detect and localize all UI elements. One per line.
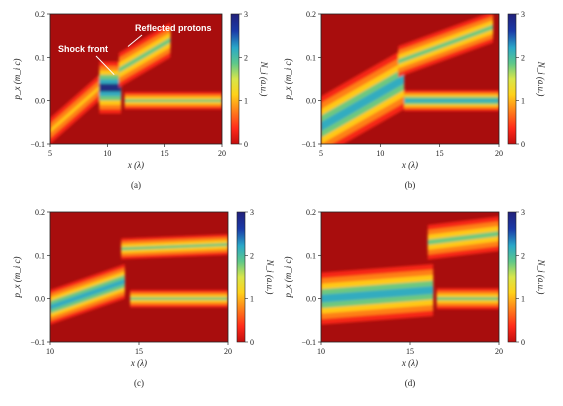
- feature-downstream-level-4: [321, 286, 434, 303]
- y-axis-label: p_x (m_i c): [283, 59, 293, 101]
- y-tick-label: −0.1: [30, 140, 45, 149]
- annotation-reflected-protons: Reflected protons: [135, 23, 212, 33]
- x-tick-label: 10: [376, 149, 384, 158]
- colorbar-tick-label: 2: [250, 251, 254, 260]
- y-tick-label: −0.1: [30, 338, 45, 347]
- feature-downstream-wedge-level-4: [321, 74, 405, 132]
- colorbar-tick-label: 1: [521, 295, 525, 304]
- panel-label: (a): [131, 180, 141, 190]
- heatmap-features: [321, 216, 499, 325]
- colorbar-tick-label: 0: [250, 338, 254, 347]
- feature-reflected-band-level-3: [427, 231, 499, 245]
- heatmap-features: [321, 14, 499, 144]
- x-tick-label: 15: [436, 149, 444, 158]
- y-tick-label: 0.1: [306, 251, 316, 260]
- feature-upstream-level-3: [130, 297, 228, 300]
- y-axis-label: p_x (m_i c): [12, 257, 22, 299]
- feature-shock-core-level-5: [99, 83, 122, 92]
- colorbar-tick-label: 0: [244, 140, 248, 149]
- colorbar-tick-label: 0: [521, 140, 525, 149]
- colorbar-tick-label: 3: [521, 10, 525, 19]
- panel-label: (d): [405, 378, 416, 388]
- x-axis-label: x (λ): [401, 358, 418, 368]
- x-tick-label: 20: [218, 149, 226, 158]
- x-tick-label: 20: [495, 347, 503, 356]
- y-axis-label: p_x (m_i c): [283, 257, 293, 299]
- y-tick-label: 0.1: [35, 251, 45, 260]
- feature-upstream-level-3: [436, 297, 499, 301]
- panel-a: 5 10 15 20 −0.1 0.0 0.1 0.2 x (λ) p_x (m_i c) (a) 0…: [12, 10, 269, 190]
- colorbar: [507, 13, 517, 145]
- x-tick-label: 10: [103, 149, 111, 158]
- heatmap-background: [50, 14, 222, 144]
- colorbar-tick-label: 3: [244, 10, 248, 19]
- y-tick-label: 0.1: [35, 53, 45, 62]
- feature-reflected-beam-level-3: [118, 37, 171, 73]
- x-tick-label: 15: [135, 347, 143, 356]
- panel-b: 5 10 15 20 −0.1 0.0 0.1 0.2 x (λ) p_x (m_i c) (b) 0…: [283, 10, 546, 190]
- feature-upstream-level-4: [404, 99, 499, 103]
- y-tick-label: −0.1: [301, 338, 316, 347]
- colorbar-tick-label: 0: [521, 338, 525, 347]
- x-axis-label: x (λ): [130, 358, 147, 368]
- annotation-arrow: [127, 34, 143, 47]
- feature-reflected-band-level-3: [121, 242, 228, 251]
- x-tick-label: 5: [319, 149, 323, 158]
- annotation-arrow: [95, 55, 115, 76]
- plot-frame: [320, 13, 500, 145]
- heatmap-features: [50, 22, 222, 144]
- feature-upstream-level-3: [124, 99, 222, 102]
- colorbar-tick-label: 1: [521, 97, 525, 106]
- y-tick-label: 0.2: [35, 208, 45, 217]
- y-tick-label: 0.0: [35, 295, 45, 304]
- feature-ramp-level-2: [50, 85, 100, 133]
- x-tick-label: 15: [161, 149, 169, 158]
- panel-c: 10 15 20 −0.1 0.0 0.1 0.2 x (λ) p_x (m_i c) (c) 0 1…: [12, 208, 275, 388]
- x-tick-label: 5: [48, 149, 52, 158]
- colorbar: [507, 211, 517, 343]
- y-axis-label: p_x (m_i c): [12, 59, 22, 101]
- x-tick-label: 20: [495, 149, 503, 158]
- heatmap-features: [50, 234, 228, 325]
- colorbar-tick-label: 2: [521, 251, 525, 260]
- y-tick-label: 0.0: [306, 97, 316, 106]
- x-axis-label: x (λ): [401, 160, 418, 170]
- x-tick-label: 15: [406, 347, 414, 356]
- feature-reflected-beam-level-3: [398, 24, 494, 65]
- colorbar-tick-label: 1: [244, 97, 248, 106]
- panel-label: (c): [134, 378, 144, 388]
- x-axis-label: x (λ): [127, 160, 144, 170]
- annotation-shock-front: Shock front: [58, 44, 108, 54]
- colorbar-tick-label: 2: [244, 53, 248, 62]
- y-tick-label: 0.1: [306, 53, 316, 62]
- x-tick-label: 10: [46, 347, 54, 356]
- colorbar-label: N_i (a.u.): [259, 61, 269, 97]
- x-tick-label: 20: [224, 347, 232, 356]
- colorbar: [236, 211, 246, 343]
- colorbar: [230, 13, 240, 145]
- plot-frame: [49, 13, 223, 145]
- colorbar-tick-label: 2: [521, 53, 525, 62]
- colorbar-label: N_i (a.u.): [536, 61, 546, 97]
- colorbar-tick-label: 3: [250, 208, 254, 217]
- y-tick-label: −0.1: [301, 140, 316, 149]
- panel-d: 10 15 20 −0.1 0.0 0.1 0.2 x (λ) p_x (m_i c) (d) 0 1…: [283, 208, 546, 388]
- feature-downstream-level-4: [50, 278, 125, 310]
- colorbar-tick-label: 3: [521, 208, 525, 217]
- colorbar-tick-label: 1: [250, 295, 254, 304]
- y-tick-label: 0.0: [35, 97, 45, 106]
- x-tick-label: 10: [317, 347, 325, 356]
- panel-label: (b): [405, 180, 416, 190]
- y-tick-label: 0.2: [306, 208, 316, 217]
- y-tick-label: 0.2: [306, 10, 316, 19]
- colorbar-label: N_i (a.u.): [536, 259, 546, 295]
- colorbar-label: N_i (a.u.): [265, 259, 275, 295]
- heatmap-background: [50, 212, 228, 342]
- y-tick-label: 0.0: [306, 295, 316, 304]
- y-tick-label: 0.2: [35, 10, 45, 19]
